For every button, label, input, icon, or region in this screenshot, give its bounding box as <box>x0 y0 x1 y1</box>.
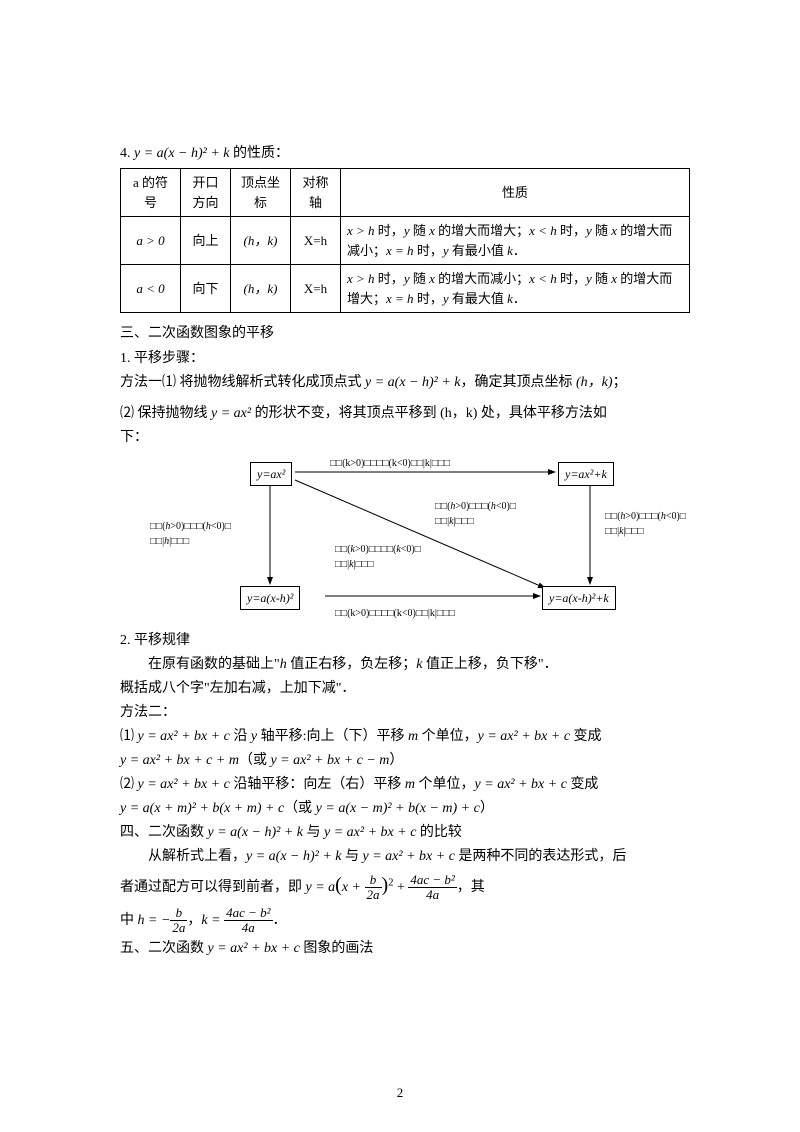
node-tl: y=ax² <box>250 462 292 486</box>
rule2-line2: 概括成八个字"左加右减，上加下减"． <box>120 678 690 699</box>
method2-item2b: y = a(x + m)² + b(x + m) + c（或 y = a(x −… <box>120 798 690 819</box>
properties-table: a 的符号 开口方向 顶点坐标 对称轴 性质 a > 0 向上 (h，k) X=… <box>120 168 690 313</box>
node-bl: y=a(x-h)² <box>240 586 300 610</box>
method1-line2: ⑵ 保持抛物线 y = ax² 的形状不变，将其顶点平移到 (h，k) 处，具体… <box>120 403 690 424</box>
item4-title: 4. y = a(x − h)² + k 的性质： <box>120 143 690 164</box>
th-axis: 对称轴 <box>291 169 341 217</box>
method2-title: 方法二： <box>120 702 690 723</box>
cell-sign: a < 0 <box>121 265 181 313</box>
th-direction: 开口方向 <box>181 169 231 217</box>
cell-prop: x > h 时，y 随 x 的增大而增大；x < h 时，y 随 x 的增大而减… <box>341 217 690 265</box>
method1-line1: 方法一⑴ 将抛物线解析式转化成顶点式 y = a(x − h)² + k，确定其… <box>120 372 690 393</box>
method1-line2-end: 下： <box>120 427 690 448</box>
cell-vertex: (h，k) <box>231 265 291 313</box>
edge-label-diag: □□(k>0)□□□□(k<0)□□□|k|□□□ <box>335 542 465 572</box>
cell-axis: X=h <box>291 265 341 313</box>
edge-label-right: □□(h>0)□□□(h<0)□□□|k|□□□ <box>605 509 715 539</box>
table-header-row: a 的符号 开口方向 顶点坐标 对称轴 性质 <box>121 169 690 217</box>
edge-label-mid: □□(h>0)□□□(h<0)□□□|k|□□□ <box>435 499 545 529</box>
rule2-line1: 在原有函数的基础上"h 值正右移，负左移；k 值正上移，负下移"． <box>120 654 690 675</box>
sec4-line1: 从解析式上看，y = a(x − h)² + k 与 y = ax² + bx … <box>120 846 690 867</box>
cell-axis: X=h <box>291 217 341 265</box>
th-vertex: 顶点坐标 <box>231 169 291 217</box>
cell-dir: 向上 <box>181 217 231 265</box>
sec4-line3: 中 h = −b2a，k = 4ac − b²4a． <box>120 906 690 936</box>
sec4-line2: 者通过配方可以得到前者，即 y = a(x + b2a)2 + 4ac − b²… <box>120 870 690 903</box>
section5-heading: 五、二次函数 y = ax² + bx + c 图象的画法 <box>120 938 690 959</box>
table-row: a > 0 向上 (h，k) X=h x > h 时，y 随 x 的增大而增大；… <box>121 217 690 265</box>
rule2-title: 2. 平移规律 <box>120 630 690 651</box>
translation-diagram: y=ax² y=ax²+k y=a(x-h)² y=a(x-h)²+k □□(k… <box>190 454 670 624</box>
step1-title: 1. 平移步骤： <box>120 348 690 369</box>
edge-label-bottom: □□(k>0)□□□□(k<0)□□|k|□□□ <box>335 606 455 621</box>
node-br: y=a(x-h)²+k <box>542 586 616 610</box>
cell-sign: a > 0 <box>121 217 181 265</box>
th-property: 性质 <box>341 169 690 217</box>
cell-prop: x > h 时，y 随 x 的增大而减小；x < h 时，y 随 x 的增大而增… <box>341 265 690 313</box>
method2-item2: ⑵ y = ax² + bx + c 沿轴平移：向左（右）平移 m 个单位，y … <box>120 774 690 795</box>
edge-label-top: □□(k>0)□□□□(k<0)□□|k|□□□ <box>330 456 450 471</box>
method2-item1: ⑴ y = ax² + bx + c 沿 y 轴平移:向上（下）平移 m 个单位… <box>120 726 690 747</box>
edge-label-left: □□(h>0)□□□(h<0)□□□|h|□□□ <box>150 519 260 549</box>
th-sign: a 的符号 <box>121 169 181 217</box>
method2-item1b: y = ax² + bx + c + m（或 y = ax² + bx + c … <box>120 750 690 771</box>
page-number: 2 <box>0 1083 800 1103</box>
section4-heading: 四、二次函数 y = a(x − h)² + k 与 y = ax² + bx … <box>120 822 690 843</box>
section3-heading: 三、二次函数图象的平移 <box>120 323 690 344</box>
table-row: a < 0 向下 (h，k) X=h x > h 时，y 随 x 的增大而减小；… <box>121 265 690 313</box>
cell-vertex: (h，k) <box>231 217 291 265</box>
node-tr: y=ax²+k <box>558 462 614 486</box>
cell-dir: 向下 <box>181 265 231 313</box>
